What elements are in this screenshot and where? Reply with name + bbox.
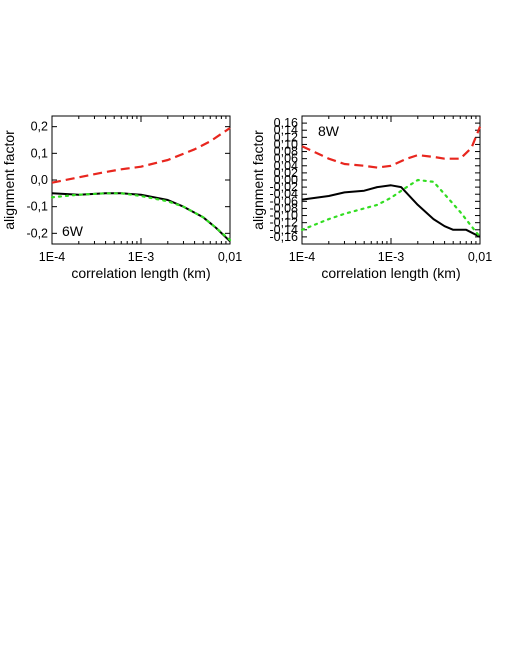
x-axis-label: correlation length (km) — [71, 265, 210, 281]
y-tick-label: 0,2 — [31, 120, 48, 134]
y-tick-label: 0,0 — [31, 173, 48, 187]
x-axis-label: correlation length (km) — [321, 265, 460, 281]
y-tick-label: -0,16 — [270, 230, 299, 244]
x-tick-label: 1E-3 — [128, 250, 154, 264]
y-tick-label: 0,08 — [274, 145, 298, 159]
x-tick-label: 1E-3 — [378, 250, 404, 264]
y-tick-label: -0,06 — [270, 194, 299, 208]
y-tick-label: -0,08 — [270, 201, 299, 215]
y-tick-label: -0,04 — [270, 187, 299, 201]
y-tick-label: 0,04 — [274, 159, 298, 173]
y-tick-label: -0,2 — [26, 226, 48, 240]
y-tick-label: 0,06 — [274, 152, 298, 166]
y-tick-label: -0,12 — [270, 216, 299, 230]
panel-label: 8W — [318, 123, 340, 139]
x-tick-label: 1E-4 — [39, 250, 65, 264]
y-tick-label: 0,12 — [274, 130, 298, 144]
x-tick-label: 0,01 — [218, 250, 242, 264]
x-tick-label: 1E-4 — [289, 250, 315, 264]
x-tick-label: 0,01 — [468, 250, 492, 264]
panel-8w: 1E-4 1E-3 0,01-0,16-0,14-0,12-0,10-0,08-0,… — [250, 115, 492, 281]
y-axis-label: alignment factor — [250, 130, 266, 230]
series-line-dotted — [300, 178, 482, 238]
panel-6w: 1E-4 1E-3 0,01 -0,2 -0,1 0,0 0,1 0,2 correlation… — [1, 115, 242, 281]
series-line-dashed — [301, 126, 482, 169]
y-tick-label: -0,1 — [26, 200, 48, 214]
panel-label: 6W — [62, 223, 84, 239]
y-axis-label: alignment factor — [1, 130, 17, 230]
y-tick-label: -0,14 — [270, 223, 299, 237]
y-tick-label: 0,02 — [274, 166, 298, 180]
series-line-dashed — [51, 127, 231, 184]
y-tick-label: -0,02 — [270, 180, 299, 194]
y-tick-label: 0,00 — [274, 173, 298, 187]
series-line-solid — [301, 184, 481, 238]
y-tick-label: 0,1 — [31, 146, 48, 160]
y-tick-label: 0,10 — [274, 137, 298, 151]
y-tick-label: -0,10 — [270, 209, 299, 223]
series-line-dotted — [50, 192, 232, 242]
y-tick-label: 0,14 — [274, 123, 298, 137]
y-tick-label: 0,16 — [274, 116, 298, 130]
